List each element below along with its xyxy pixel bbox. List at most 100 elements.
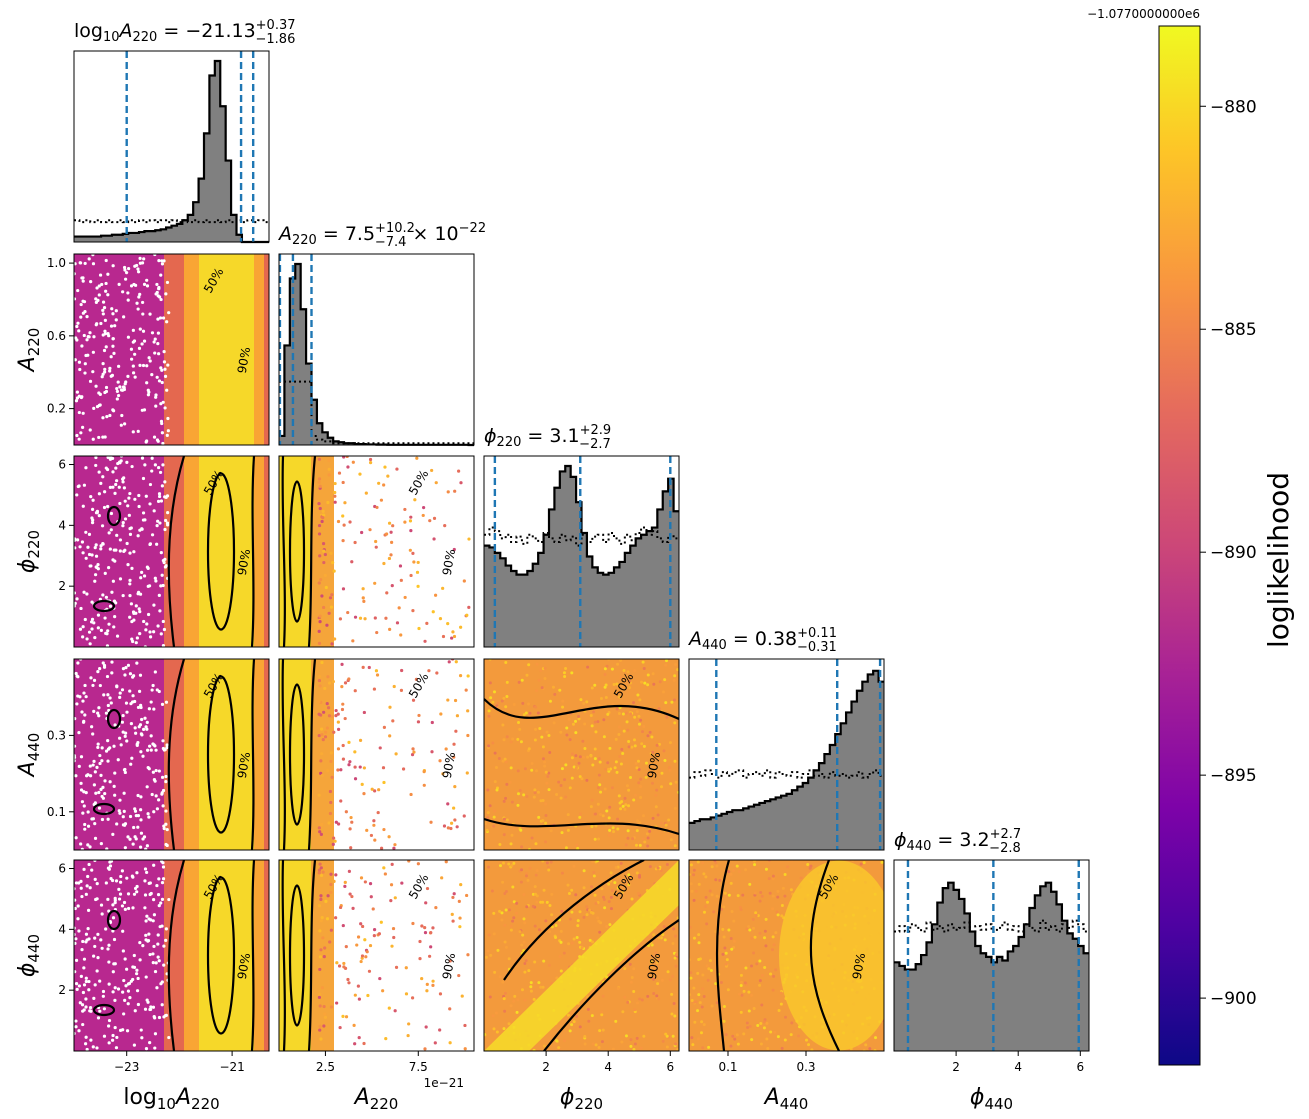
gap-dot	[145, 785, 149, 789]
gap-dot	[80, 947, 84, 952]
sample-point	[636, 759, 640, 763]
gap-dot	[106, 629, 110, 633]
sample-point	[533, 738, 537, 742]
sample-point	[779, 1002, 783, 1006]
gap-dot	[128, 491, 132, 496]
gap-dot	[113, 896, 117, 900]
sample-point	[765, 1037, 769, 1041]
contour-50	[484, 698, 679, 720]
contour-90	[543, 919, 679, 1051]
sample-point	[522, 713, 526, 717]
sample-point	[701, 1046, 705, 1050]
sample-point	[502, 817, 506, 821]
contour-island	[92, 599, 116, 613]
gap-dot	[95, 286, 99, 290]
sample-point	[327, 458, 331, 463]
gap-dot	[77, 881, 81, 885]
gap-dot	[157, 904, 161, 908]
gap-dot	[90, 725, 94, 729]
sample-point	[511, 737, 515, 741]
gap-dot	[140, 717, 144, 722]
sample-point	[739, 984, 743, 988]
sample-point	[667, 766, 671, 770]
sample-point	[671, 941, 675, 945]
gap-dot	[146, 584, 150, 588]
sample-point	[577, 714, 581, 718]
sample-point	[627, 745, 631, 749]
sample-point	[588, 938, 592, 942]
gap-dot	[166, 523, 170, 527]
sample-point	[539, 668, 543, 672]
gap-dot	[79, 302, 83, 307]
gap-dot	[165, 433, 169, 437]
gap-dot	[85, 592, 89, 596]
sample-point	[612, 682, 616, 686]
sample-point	[330, 715, 334, 719]
gap-dot	[159, 273, 163, 277]
sample-point	[608, 746, 612, 750]
sample-point	[638, 843, 642, 847]
gap-dot	[100, 746, 104, 750]
panel-frame	[893, 859, 1090, 1052]
gap-dot	[83, 261, 87, 266]
y-tick-label: 2	[58, 983, 66, 997]
sample-point	[353, 765, 357, 769]
gap-dot	[133, 807, 137, 811]
sample-point	[626, 728, 630, 732]
sample-point	[636, 819, 640, 823]
sample-point	[697, 993, 701, 997]
sample-point	[550, 892, 554, 896]
gap-dot	[77, 730, 81, 735]
sample-point	[340, 662, 344, 667]
sample-point	[752, 1006, 756, 1010]
gap-dot	[83, 1042, 88, 1046]
sample-point	[330, 775, 334, 779]
sample-point	[390, 862, 394, 867]
sample-point	[382, 780, 386, 785]
gap-dot	[120, 413, 124, 418]
sample-point	[441, 586, 445, 590]
prior-hist-line	[894, 919, 1089, 933]
sample-point	[493, 751, 497, 755]
y-tick-label: 0.3	[47, 728, 66, 742]
contour-50	[503, 860, 645, 981]
sample-point	[504, 705, 508, 709]
sample-point	[394, 965, 399, 969]
gap-dot	[131, 371, 136, 375]
gap-dot	[119, 459, 123, 463]
sample-point	[430, 720, 434, 725]
sample-point	[507, 862, 511, 866]
gap-dot	[92, 709, 96, 713]
sample-point	[808, 866, 812, 870]
sample-point	[753, 893, 757, 897]
sample-point	[563, 778, 567, 782]
gap-dot	[103, 791, 107, 796]
gap-dot	[81, 411, 85, 415]
gap-dot	[107, 1018, 112, 1023]
sample-point	[516, 998, 520, 1002]
gap-dot	[133, 352, 137, 356]
sample-point	[410, 752, 415, 757]
sample-point	[673, 674, 677, 678]
sample-point	[626, 670, 630, 674]
gap-dot	[84, 940, 88, 944]
gap-dot	[125, 739, 129, 743]
sample-point	[341, 514, 345, 518]
sample-point	[351, 639, 355, 643]
sample-point	[459, 625, 463, 629]
sample-point	[697, 882, 701, 886]
gap-dot	[162, 944, 166, 948]
sample-point	[438, 992, 443, 996]
sample-point	[776, 913, 780, 917]
sample-point	[558, 954, 562, 958]
gap-dot	[113, 491, 117, 495]
gap-dot	[156, 893, 161, 897]
sample-point	[704, 904, 708, 908]
sample-point	[547, 771, 551, 775]
density-band	[484, 860, 679, 1051]
gap-dot	[103, 370, 107, 374]
sample-point	[334, 873, 338, 877]
sample-point	[702, 1023, 706, 1027]
sample-point	[585, 778, 589, 782]
gap-dot	[95, 969, 99, 973]
